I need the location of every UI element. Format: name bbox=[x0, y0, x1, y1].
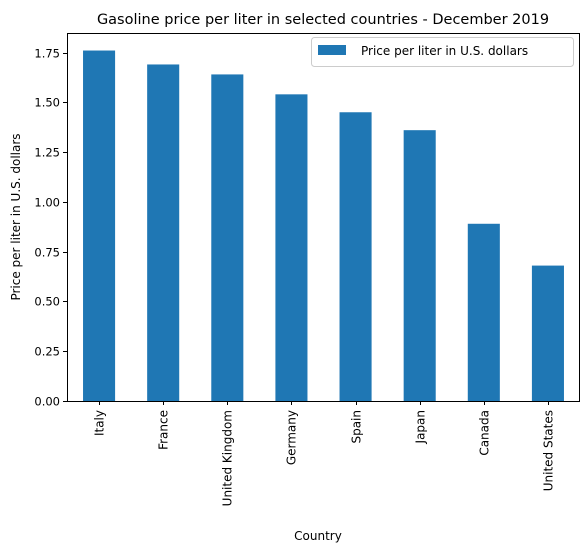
bar bbox=[83, 50, 116, 402]
bar bbox=[403, 130, 436, 401]
bar bbox=[467, 223, 500, 401]
bar bbox=[531, 265, 564, 401]
plot-frame bbox=[67, 33, 580, 402]
y-axis-label: Price per liter in U.S. dollars bbox=[9, 133, 23, 300]
y-tick-label: 1.00 bbox=[34, 196, 60, 210]
x-tick-label: United Kingdom bbox=[221, 410, 235, 506]
y-tick-label: 0.00 bbox=[34, 395, 60, 409]
y-tick-label: 0.75 bbox=[34, 246, 60, 260]
y-axis-ticks: 0.00 0.25 0.50 0.75 1.00 1.25 1.50 1.75 bbox=[34, 47, 67, 409]
legend-box bbox=[311, 37, 574, 67]
x-tick-label: Canada bbox=[478, 410, 492, 456]
x-tick-label: Japan bbox=[414, 410, 428, 444]
bar bbox=[211, 74, 244, 401]
y-tick-label: 0.50 bbox=[34, 295, 60, 309]
legend: Price per liter in U.S. dollars bbox=[311, 37, 574, 67]
legend-label: Price per liter in U.S. dollars bbox=[361, 44, 528, 58]
x-tick-label: United States bbox=[542, 410, 556, 491]
y-tick-label: 1.50 bbox=[34, 96, 60, 110]
x-tick-label: France bbox=[157, 410, 171, 450]
x-axis-ticks: Italy France United Kingdom Germany Spain Jap… bbox=[93, 401, 556, 506]
y-tick-label: 1.75 bbox=[34, 47, 60, 61]
bars bbox=[83, 50, 564, 402]
y-tick-label: 1.25 bbox=[34, 146, 60, 160]
bar bbox=[275, 94, 308, 401]
x-axis-label: Country bbox=[294, 529, 342, 543]
x-tick-label: Germany bbox=[285, 410, 299, 465]
bar bbox=[339, 112, 372, 402]
chart-title: Gasoline price per liter in selected cou… bbox=[97, 12, 549, 28]
bar bbox=[147, 64, 180, 402]
legend-swatch bbox=[318, 45, 346, 55]
x-tick-label: Spain bbox=[350, 410, 364, 444]
x-tick-label: Italy bbox=[93, 410, 107, 436]
y-tick-label: 0.25 bbox=[34, 345, 60, 359]
